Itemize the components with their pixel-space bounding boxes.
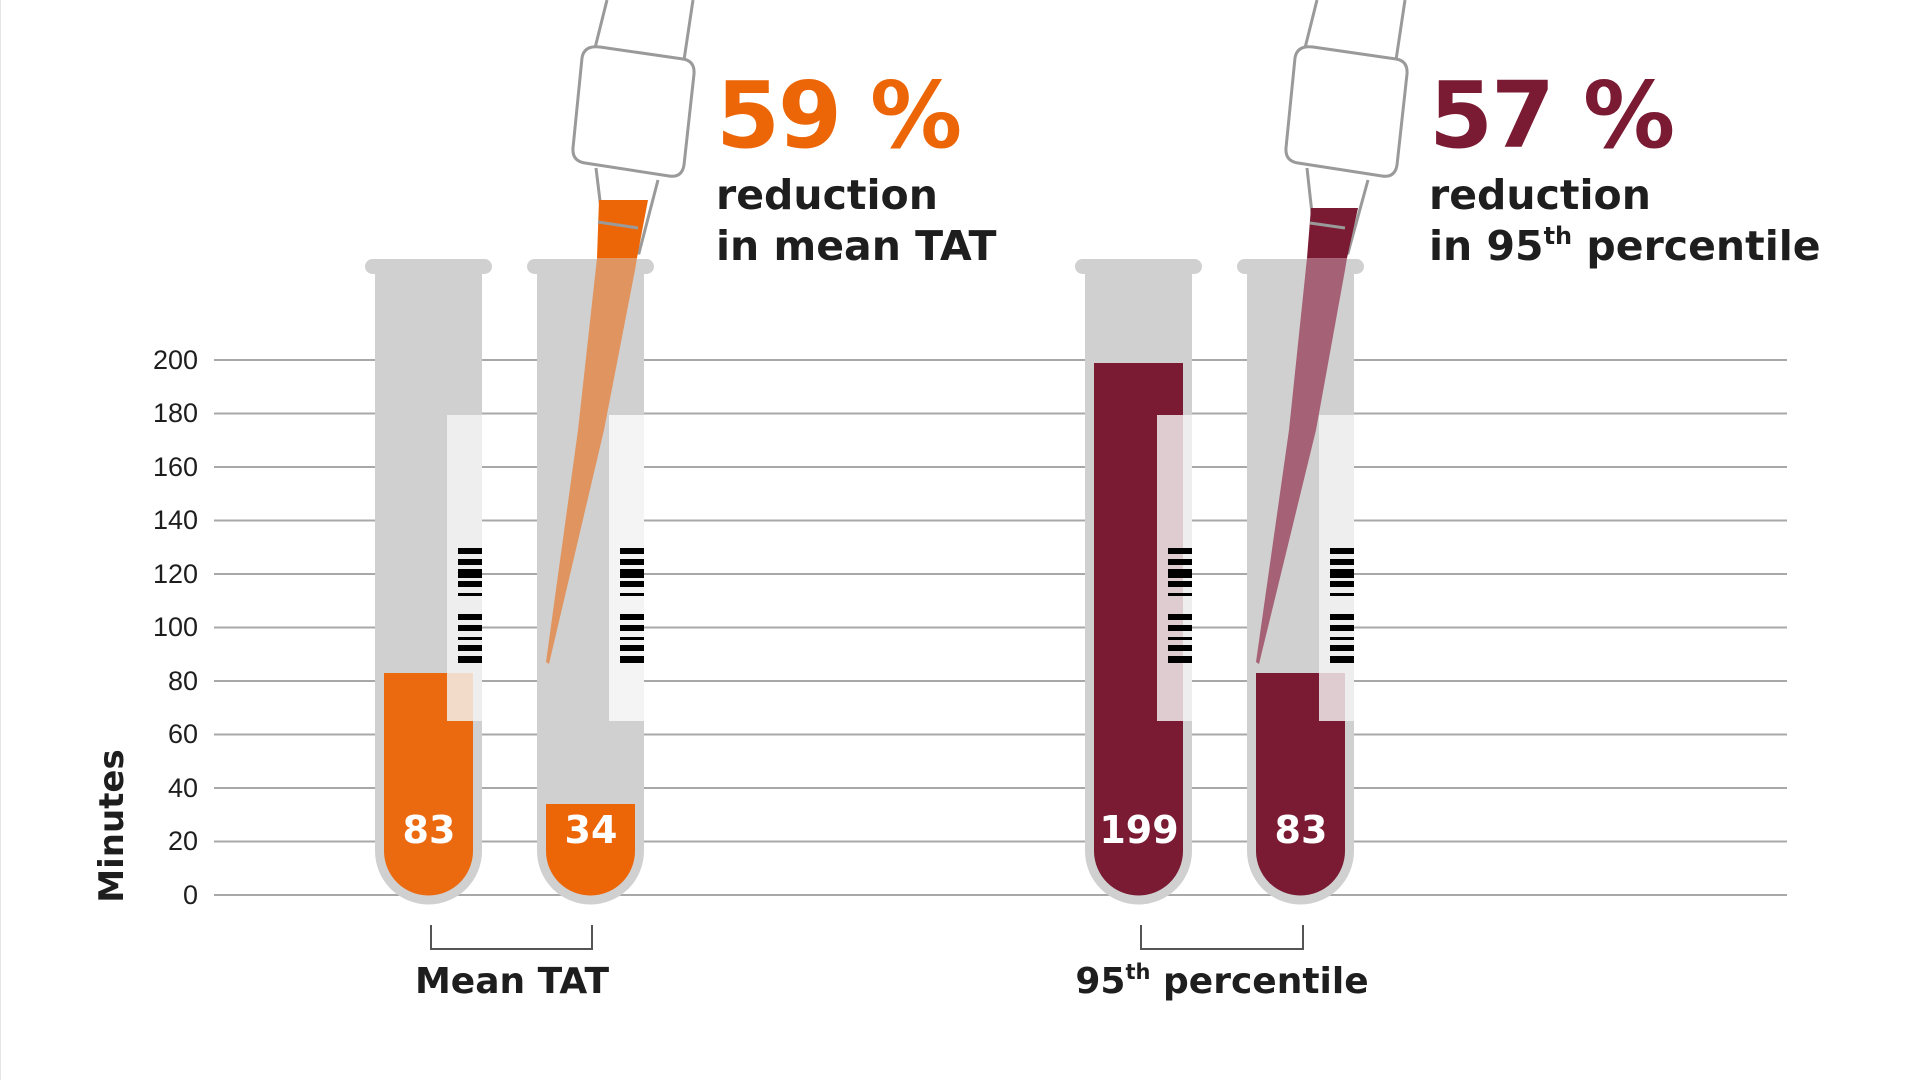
headline-mean-value: 59 % [716,62,962,169]
tube-value-p95-before: 199 [1099,808,1179,852]
headline-p95-line1: reduction [1429,171,1651,219]
headline-p95-line2-sup: th [1543,222,1573,250]
headline-mean-line1: reduction [716,171,938,219]
tube-value-p95-after: 83 [1274,808,1328,852]
group-label-p95: 95th percentile [1070,962,1374,1002]
y-tick: 120 [152,559,198,589]
y-tick: 80 [167,666,198,696]
bracket-p95 [1140,925,1304,950]
y-tick: 40 [167,773,198,803]
headline-p95-line2-post: percentile [1572,222,1821,270]
tube-value-mean-before: 83 [402,808,456,852]
pipette-p95 [1256,0,1409,664]
y-tick: 200 [152,345,198,375]
headline-mean-line2: in mean TAT [716,222,997,270]
tube-mean-before [365,259,492,905]
pipette-mean [546,0,696,664]
y-tick: 100 [152,612,198,642]
tube-p95-before [1075,259,1202,905]
tube-p95-after [1237,259,1364,905]
group-label-mean: Mean TAT [414,961,610,1002]
group-label-p95-pre: 95 [1075,961,1126,1002]
y-tick: 180 [152,398,198,428]
headline-mean: 59 % reduction in mean TAT [716,70,996,272]
y-tick: 140 [152,505,198,535]
y-tick: 20 [167,826,198,856]
tube-value-mean-after: 34 [564,808,618,852]
y-tick: 60 [167,719,198,749]
bracket-mean [430,925,593,950]
y-axis-label: Minutes [92,749,132,903]
tube-mean-after [527,259,654,905]
headline-p95-line2-pre: in 95 [1429,222,1544,270]
group-label-p95-post: percentile [1150,961,1369,1002]
headline-p95-line2: in 95th percentile [1429,221,1821,272]
left-border [0,0,1,1080]
y-tick: 160 [152,452,198,482]
group-label-p95-sup: th [1125,960,1151,984]
y-tick: 0 [182,880,198,910]
headline-p95: 57 % reduction in 95th percentile [1429,70,1821,272]
headline-p95-value: 57 % [1429,62,1675,169]
